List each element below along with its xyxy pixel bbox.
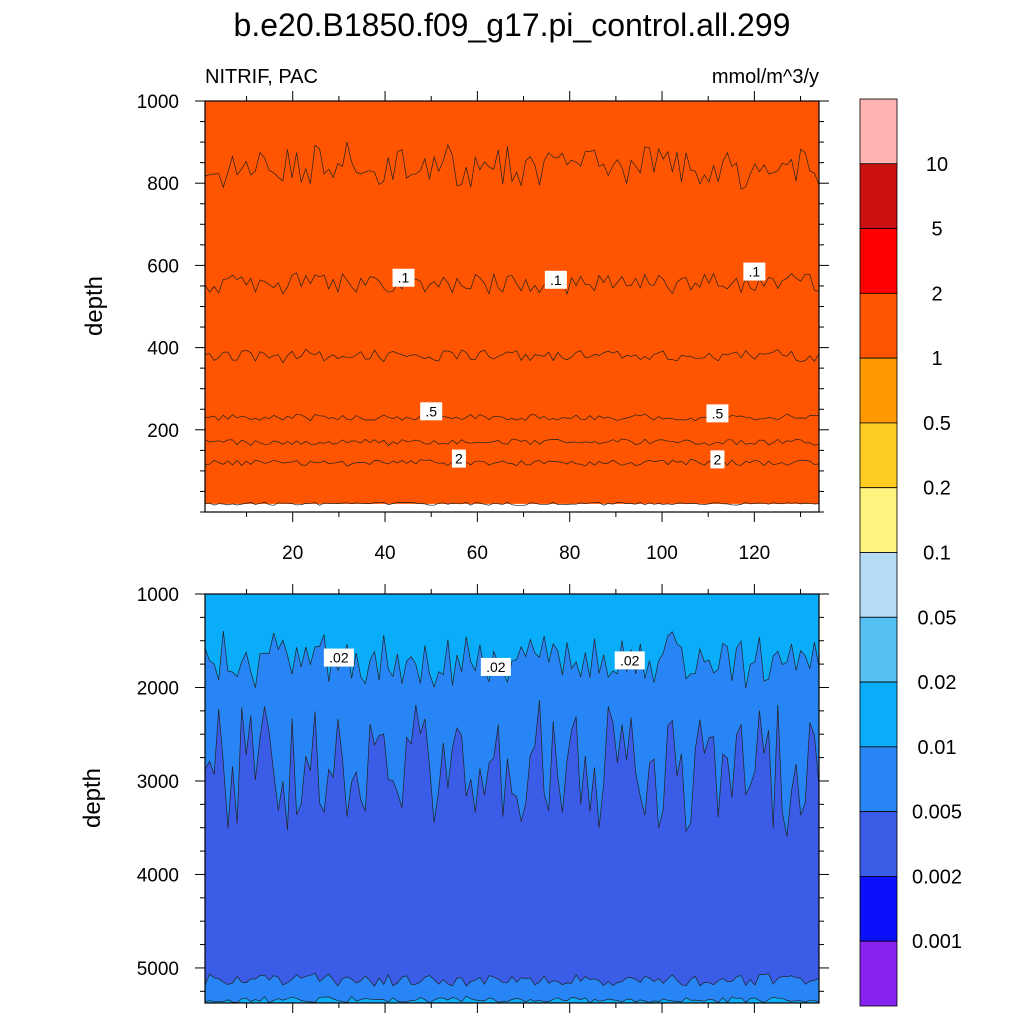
- svg-text:.02: .02: [486, 659, 506, 675]
- colorbar-label: 0.002: [912, 866, 962, 888]
- x-tick-label: 80: [559, 543, 580, 564]
- colorbar-label: 0.05: [918, 607, 957, 629]
- colorbar-label: 0.02: [918, 672, 957, 694]
- svg-text:.5: .5: [425, 403, 437, 419]
- lower-panel: .02 .02 .02 1000 2000 3000 4000 5000 depth: [79, 584, 829, 1013]
- colorbar-swatch: [859, 357, 898, 424]
- contour-line: [205, 348, 819, 364]
- colorbar-swatch: [859, 422, 898, 489]
- y-tick-label: 5000: [137, 959, 179, 980]
- contour-label: .02: [323, 648, 354, 667]
- colorbar-label: 5: [931, 219, 942, 241]
- x-tick-label: 100: [646, 543, 678, 564]
- colorbar-label: 2: [931, 283, 942, 305]
- upper-ylabel: depth: [81, 276, 108, 336]
- contour-label: .5: [706, 404, 729, 423]
- contour-label: .5: [420, 402, 443, 421]
- contour-label: .02: [480, 657, 511, 676]
- contour-label: 2: [451, 449, 466, 468]
- svg-text:.5: .5: [712, 405, 724, 421]
- colorbar-label: 10: [926, 154, 948, 176]
- contour-line: [205, 142, 819, 190]
- svg-text:.02: .02: [329, 650, 349, 666]
- colorbar-swatch: [859, 487, 898, 553]
- contour-label: .02: [614, 651, 645, 670]
- figure-title: b.e20.B1850.f09_g17.pi_control.all.299: [234, 7, 791, 43]
- svg-text:.02: .02: [620, 652, 640, 668]
- y-tick-label: 400: [147, 339, 179, 360]
- x-tick-label: 60: [467, 543, 488, 564]
- y-tick-label: 4000: [137, 865, 179, 886]
- colorbar-swatch: [859, 940, 898, 1007]
- y-tick-label: 1000: [137, 585, 179, 606]
- colorbar-swatch: [859, 98, 898, 165]
- colorbar-swatch: [859, 552, 898, 618]
- svg-text:.1: .1: [398, 270, 410, 286]
- x-tick-label: 120: [739, 543, 771, 564]
- y-tick-label: 3000: [137, 772, 179, 793]
- y-tick-label: 2000: [137, 678, 179, 699]
- contour-label: .1: [392, 268, 415, 287]
- lower-ylabel: depth: [79, 768, 106, 828]
- contour-band: [205, 973, 819, 1003]
- y-tick-label: 1000: [137, 92, 179, 113]
- contour-label: .1: [544, 270, 567, 289]
- contour-line: [205, 272, 819, 296]
- colorbar-label: 0.1: [923, 543, 951, 565]
- y-tick-label: 600: [147, 256, 179, 277]
- lower-plot-frame: [204, 593, 820, 1004]
- colorbar-label: 0.5: [923, 413, 951, 435]
- colorbar-label: 0.005: [912, 802, 962, 824]
- colorbar-swatch: [859, 811, 898, 877]
- contour-label: .1: [743, 262, 766, 281]
- right-subtitle: mmol/m^3/y: [712, 66, 819, 88]
- svg-text:.1: .1: [749, 264, 761, 280]
- contour-line: [205, 438, 819, 447]
- colorbar-label: 1: [931, 348, 942, 370]
- contour-line: [205, 995, 819, 1003]
- colorbar-swatch: [859, 228, 898, 294]
- colorbar-swatch: [859, 616, 898, 683]
- svg-text:.1: .1: [550, 272, 562, 288]
- colorbar: 10 5 2 1 0.5 0.2 0.1 0.05 0.02 0.01 0.005 0.002 0.00…: [859, 98, 962, 1007]
- svg-text:2: 2: [714, 451, 722, 467]
- contour-line: [205, 972, 819, 987]
- x-tick-label: 40: [374, 543, 395, 564]
- colorbar-label: 0.001: [912, 931, 962, 953]
- colorbar-swatch: [859, 163, 898, 229]
- colorbar-swatch: [859, 681, 898, 748]
- colorbar-swatch: [859, 292, 898, 359]
- x-tick-label: 20: [282, 543, 303, 564]
- colorbar-swatch: [859, 746, 898, 813]
- contour-line: [205, 699, 819, 837]
- contour-band: [205, 101, 819, 504]
- y-tick-label: 800: [147, 174, 179, 195]
- contour-line: [205, 630, 819, 689]
- left-subtitle: NITRIF, PAC: [205, 66, 318, 88]
- contour-label: 2: [710, 450, 725, 469]
- y-tick-label: 200: [147, 421, 179, 442]
- contour-line: [205, 501, 819, 506]
- upper-panel: 2 2 .5 .5 .1 .1 .1 200 400 600 800 1000 20 40 60 80 100…: [81, 91, 829, 564]
- colorbar-label: 0.2: [923, 478, 951, 500]
- colorbar-swatch: [859, 876, 898, 942]
- svg-text:2: 2: [455, 451, 463, 467]
- colorbar-label: 0.01: [918, 737, 957, 759]
